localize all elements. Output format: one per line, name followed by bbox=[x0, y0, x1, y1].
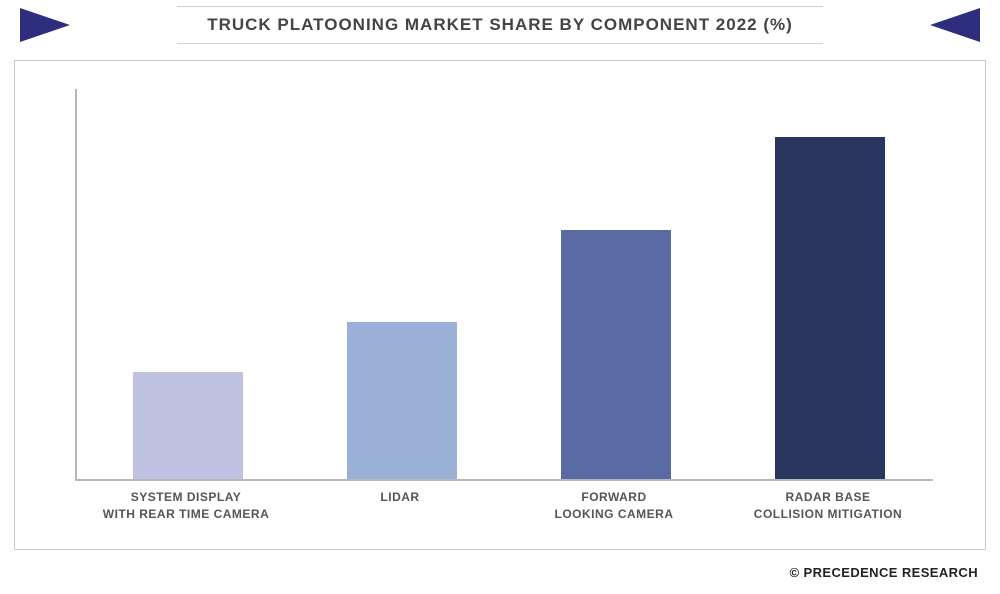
x-label-1: LIDAR bbox=[310, 489, 490, 506]
plot-area bbox=[75, 89, 933, 481]
bar-system-display bbox=[133, 372, 243, 479]
bar-radar-collision bbox=[775, 137, 885, 479]
chart-title: TRUCK PLATOONING MARKET SHARE BY COMPONE… bbox=[177, 6, 823, 44]
bar-lidar bbox=[347, 322, 457, 479]
bar-forward-camera bbox=[561, 230, 671, 479]
chart-container: SYSTEM DISPLAYWITH REAR TIME CAMERA LIDA… bbox=[14, 60, 986, 550]
x-label-0: SYSTEM DISPLAYWITH REAR TIME CAMERA bbox=[96, 489, 276, 523]
banner-right-triangle bbox=[930, 8, 980, 42]
x-label-3: RADAR BASECOLLISION MITIGATION bbox=[738, 489, 918, 523]
banner-left-triangle bbox=[20, 8, 70, 42]
attribution-text: © PRECEDENCE RESEARCH bbox=[790, 565, 978, 580]
title-banner: TRUCK PLATOONING MARKET SHARE BY COMPONE… bbox=[0, 0, 1000, 50]
x-label-2: FORWARDLOOKING CAMERA bbox=[524, 489, 704, 523]
